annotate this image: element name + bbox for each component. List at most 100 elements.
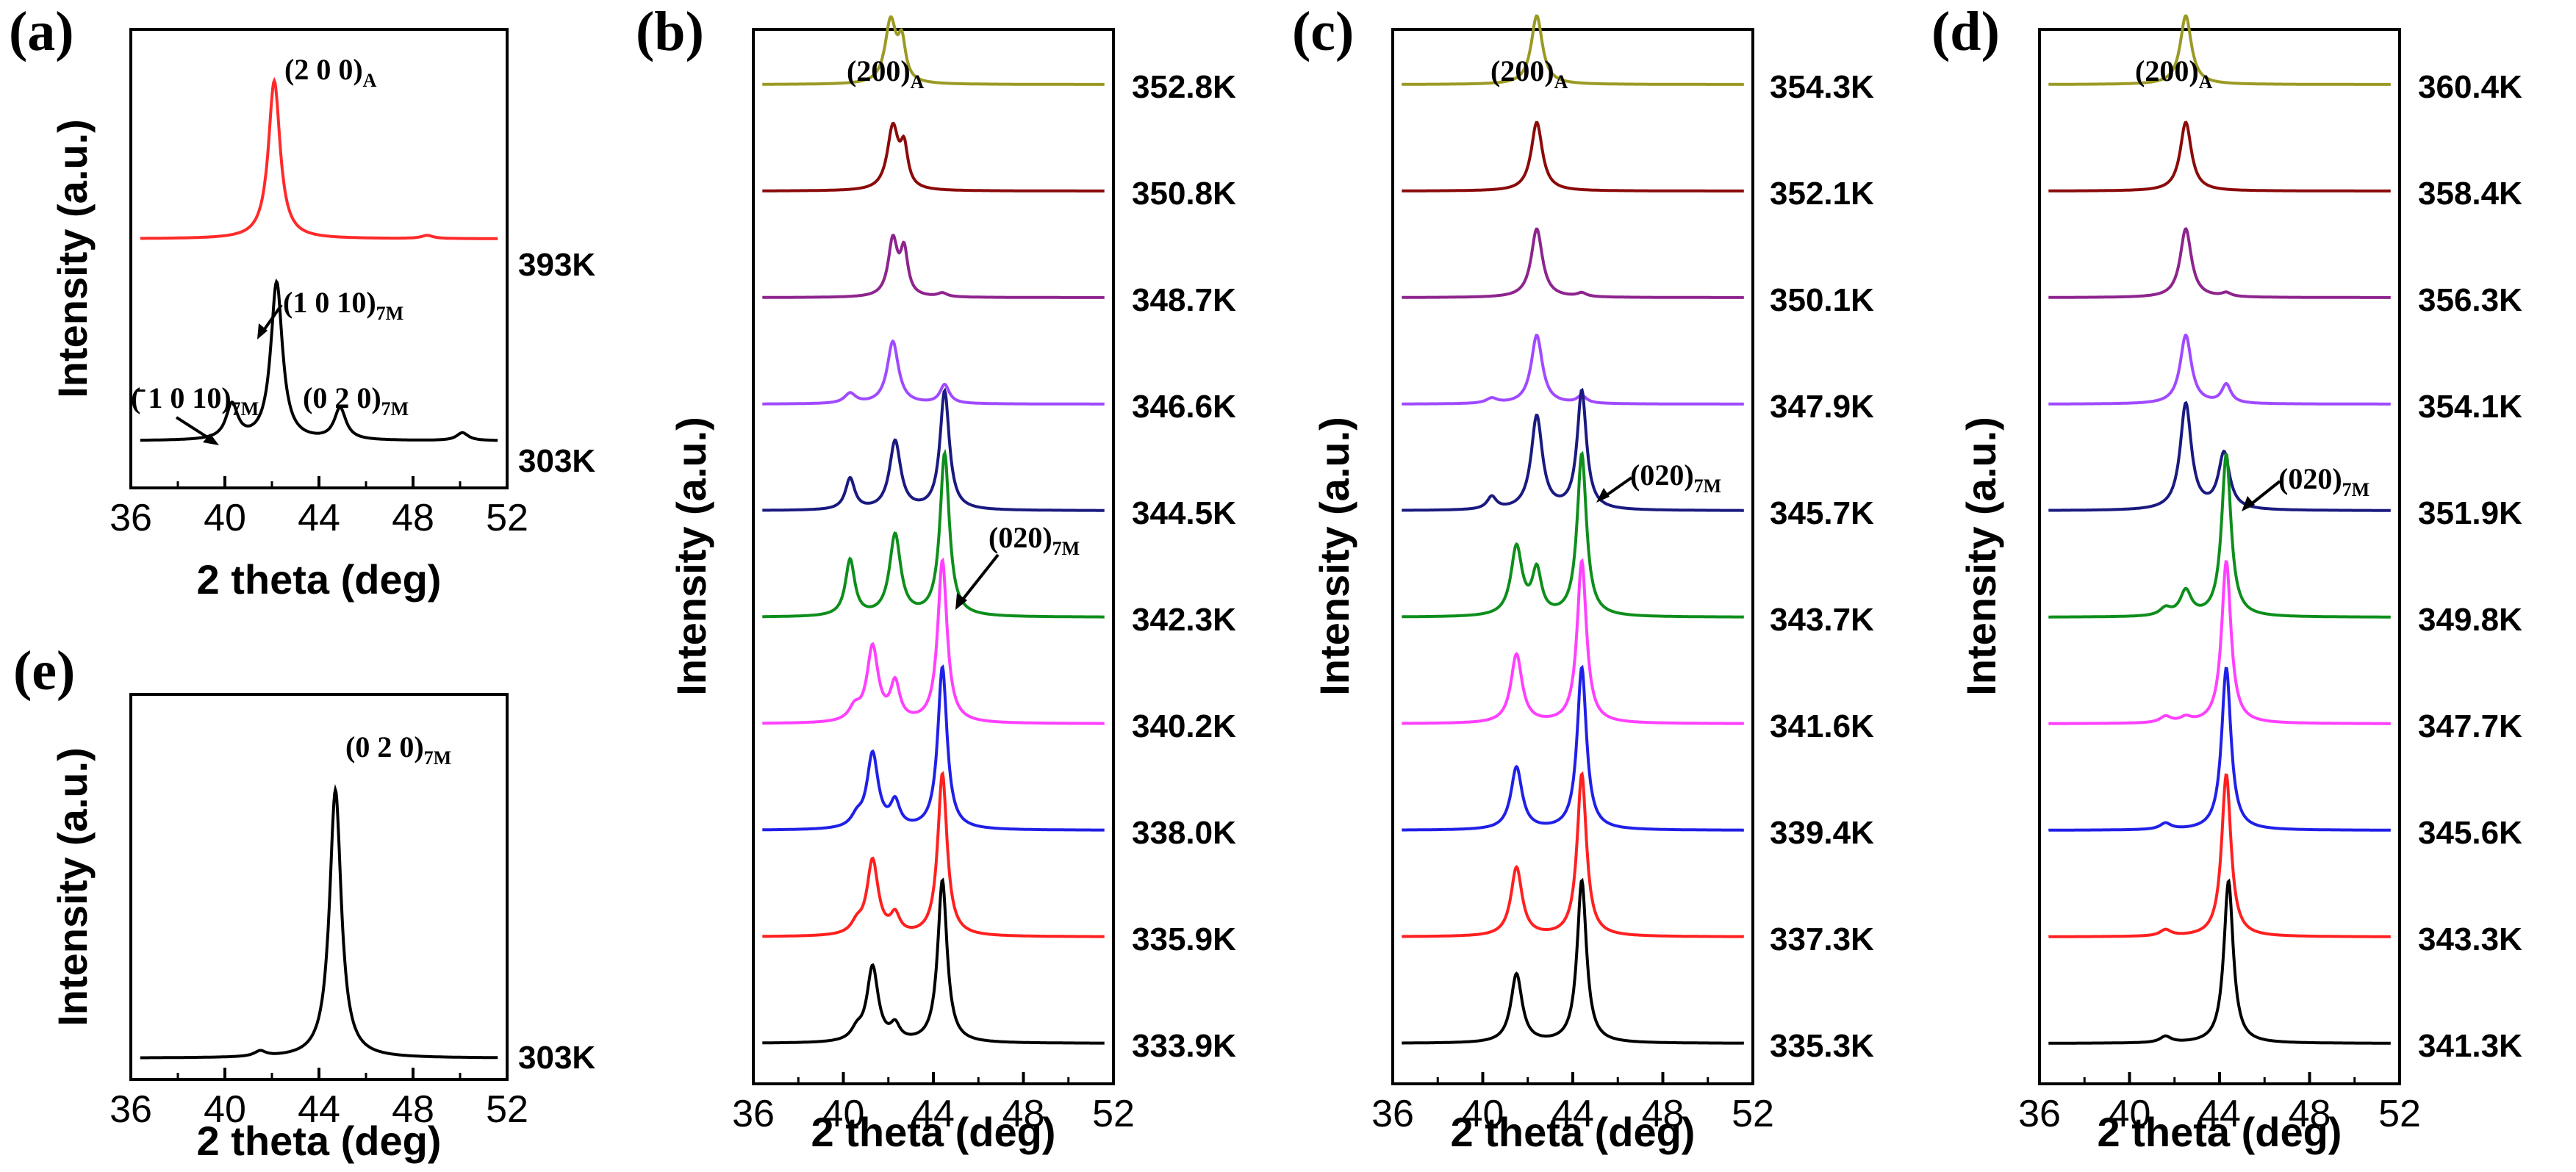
panel-label-c: (c) (1292, 1, 1354, 62)
annotation-c-200A: (200)A (1490, 54, 1568, 93)
series-line-d-356.3K (2048, 227, 2391, 299)
panel-e: (e) 36 40 44 48 52 303K 2 theta (deg) Intens… (13, 640, 595, 1164)
annotation-a-bar1010-7M: (̄ 1 0 10)7M (131, 381, 259, 420)
series-line-b-335.9K (762, 771, 1105, 938)
panel-c: (c) 36 40 44 48 52 354.3K352.1K350.1K347.9K3… (1292, 1, 1874, 1155)
arrow-b-020 (958, 553, 1000, 605)
x-axis-title-e: 2 theta (deg) (197, 1118, 442, 1164)
series-label-c-337.3K: 337.3K (1770, 921, 1874, 957)
series-label-c-339.4K: 339.4K (1770, 815, 1874, 851)
arrowhead-c-020 (1596, 488, 1610, 503)
series-line-b-350.8K (762, 121, 1105, 193)
series-line-d-354.1K (2048, 333, 2391, 406)
x-ticks-b: 36 40 44 48 52 (732, 1072, 1135, 1135)
series-line-b-340.2K (762, 557, 1105, 725)
series-line-b-344.5K (762, 387, 1105, 512)
series-label-a-303K: 303K (518, 443, 595, 479)
series-line-d-351.9K (2048, 400, 2391, 512)
series-line-b-333.9K (762, 877, 1105, 1045)
series-label-b-338.0K: 338.0K (1132, 815, 1236, 851)
series-label-a-393K: 393K (518, 247, 595, 283)
x-tick-label-d: 44 (2198, 1093, 2241, 1135)
series-label-b-333.9K: 333.9K (1132, 1028, 1236, 1064)
x-tick-label-b: 48 (1002, 1093, 1045, 1135)
series-line-b-342.3K (762, 448, 1105, 619)
x-tick-label-b: 52 (1092, 1093, 1135, 1135)
series-label-d-356.3K: 356.3K (2418, 282, 2522, 318)
x-tick-label-c: 36 (1371, 1093, 1414, 1135)
annotation-b-200A: (200)A (847, 54, 925, 93)
annotation-d-200A: (200)A (2135, 54, 2213, 93)
series-line-c-337.3K (1402, 771, 1744, 938)
series-label-b-342.3K: 342.3K (1132, 602, 1236, 638)
x-axis-title-b: 2 theta (deg) (811, 1109, 1056, 1155)
series-label-e-303K: 303K (518, 1040, 595, 1076)
y-axis-title-a: Intensity (a.u.) (49, 119, 96, 398)
x-tick-label-e: 52 (486, 1088, 528, 1131)
x-tick-label-a: 48 (392, 497, 434, 539)
series-labels-d: 360.4K 358.4K 356.3K 354.1K 351.9K 349.8K 347.… (2418, 69, 2522, 1064)
series-label-c-350.1K: 350.1K (1770, 282, 1874, 318)
plot-frame-a (129, 28, 509, 489)
panel-label-d: (d) (1931, 1, 2000, 62)
series-line-d-343.3K (2048, 773, 2391, 938)
series-line-d-358.4K (2048, 121, 2391, 193)
arrowhead-a-bar1010 (203, 434, 219, 445)
x-tick-label-b: 44 (912, 1093, 955, 1135)
panel-b: (b) 36 40 44 48 52 352.8K350.8K348.7K346.6K3… (636, 1, 1236, 1155)
series-labels-c: 354.3K 352.1K 350.1K 347.9K 345.7K 343.7K 341.… (1770, 69, 1874, 1064)
x-tick-label-a: 36 (110, 497, 152, 539)
curves-e (140, 784, 498, 1060)
x-tick-label-b: 36 (732, 1093, 775, 1135)
panel-label-a: (a) (9, 1, 74, 62)
series-label-c-343.7K: 343.7K (1770, 602, 1874, 638)
series-label-c-335.3K: 335.3K (1770, 1028, 1874, 1064)
arrowhead-a-1010 (257, 323, 268, 339)
x-axis-title-c: 2 theta (deg) (1451, 1109, 1696, 1155)
series-line-e-303K (140, 784, 498, 1060)
x-ticks-e: 36 40 44 48 52 (110, 1068, 528, 1131)
series-line-b-352.8K (762, 15, 1105, 86)
series-label-b-346.6K: 346.6K (1132, 389, 1236, 425)
annotation-a-200A: (2 0 0)A (284, 53, 377, 91)
series-label-d-354.1K: 354.1K (2418, 389, 2522, 425)
series-label-c-354.3K: 354.3K (1770, 69, 1874, 105)
series-line-d-345.6K (2048, 666, 2391, 832)
x-tick-label-a: 52 (486, 497, 528, 539)
series-label-d-351.9K: 351.9K (2418, 495, 2522, 531)
series-line-c-341.6K (1402, 558, 1744, 725)
annotation-e-020-7M: (0 2 0)7M (345, 730, 451, 769)
series-line-d-349.8K (2048, 453, 2391, 619)
annotation-b-020-7M: (020)7M (989, 521, 1080, 559)
series-label-d-343.3K: 343.3K (2418, 921, 2522, 957)
annotation-c-020-7M: (020)7M (1630, 459, 1721, 497)
series-line-c-352.1K (1402, 121, 1744, 193)
series-label-b-350.8K: 350.8K (1132, 176, 1236, 212)
curves-b (762, 15, 1105, 1045)
series-label-d-349.8K: 349.8K (2418, 602, 2522, 638)
x-tick-label-c: 48 (1642, 1093, 1685, 1135)
x-axis-title-d: 2 theta (deg) (2098, 1109, 2342, 1155)
series-line-d-360.4K (2048, 14, 2391, 86)
annotation-d-020-7M: (020)7M (2278, 462, 2369, 500)
series-line-c-345.7K (1402, 387, 1744, 512)
x-tick-label-e: 44 (298, 1088, 340, 1131)
y-axis-title-c: Intensity (a.u.) (1311, 417, 1357, 696)
series-line-c-347.9K (1402, 334, 1744, 406)
panel-a: (a) 36 40 44 48 52 393K 303K 2 theta (deg) I… (9, 1, 595, 603)
series-line-d-341.3K (2048, 878, 2391, 1045)
x-tick-label-c: 44 (1551, 1093, 1594, 1135)
x-tick-label-c: 52 (1732, 1093, 1774, 1135)
x-ticks-a: 36 40 44 48 52 (110, 476, 528, 539)
series-line-c-350.1K (1402, 227, 1744, 299)
x-ticks-d: 36 40 44 48 52 (2018, 1072, 2421, 1135)
series-label-b-348.7K: 348.7K (1132, 282, 1236, 318)
x-tick-label-d: 36 (2018, 1093, 2061, 1135)
series-labels-b: 352.8K 350.8K 348.7K 346.6K 344.5K 342.3K 340.… (1132, 69, 1236, 1064)
arrowhead-d-020 (2242, 496, 2255, 511)
x-tick-label-e: 48 (392, 1088, 434, 1131)
series-label-b-340.2K: 340.2K (1132, 708, 1236, 744)
arrowhead-b-020 (955, 593, 967, 610)
series-label-b-352.8K: 352.8K (1132, 69, 1236, 105)
